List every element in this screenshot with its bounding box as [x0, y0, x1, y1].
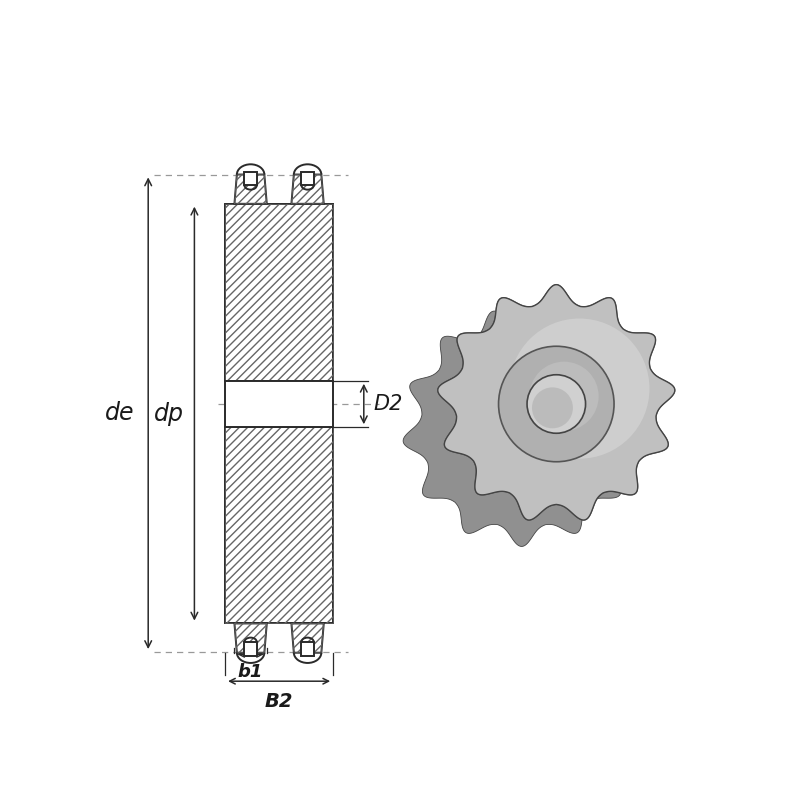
Polygon shape	[234, 623, 266, 653]
Polygon shape	[302, 172, 314, 186]
Circle shape	[530, 362, 598, 431]
Text: de: de	[105, 402, 134, 426]
Text: D2: D2	[373, 394, 402, 414]
Polygon shape	[291, 623, 324, 653]
Circle shape	[527, 374, 586, 434]
Circle shape	[456, 304, 656, 504]
Polygon shape	[245, 172, 257, 186]
Circle shape	[532, 387, 573, 428]
Circle shape	[498, 346, 614, 462]
Polygon shape	[226, 381, 333, 427]
Text: B2: B2	[265, 692, 294, 711]
Text: dp: dp	[154, 402, 184, 426]
Polygon shape	[403, 311, 640, 546]
Polygon shape	[245, 642, 257, 656]
Polygon shape	[291, 174, 324, 204]
Text: b1: b1	[238, 663, 263, 682]
Polygon shape	[226, 204, 333, 381]
Polygon shape	[302, 642, 314, 656]
Polygon shape	[226, 427, 333, 623]
Circle shape	[510, 318, 650, 458]
Circle shape	[456, 304, 656, 504]
Polygon shape	[438, 285, 675, 520]
Polygon shape	[234, 174, 266, 204]
Polygon shape	[438, 285, 675, 520]
